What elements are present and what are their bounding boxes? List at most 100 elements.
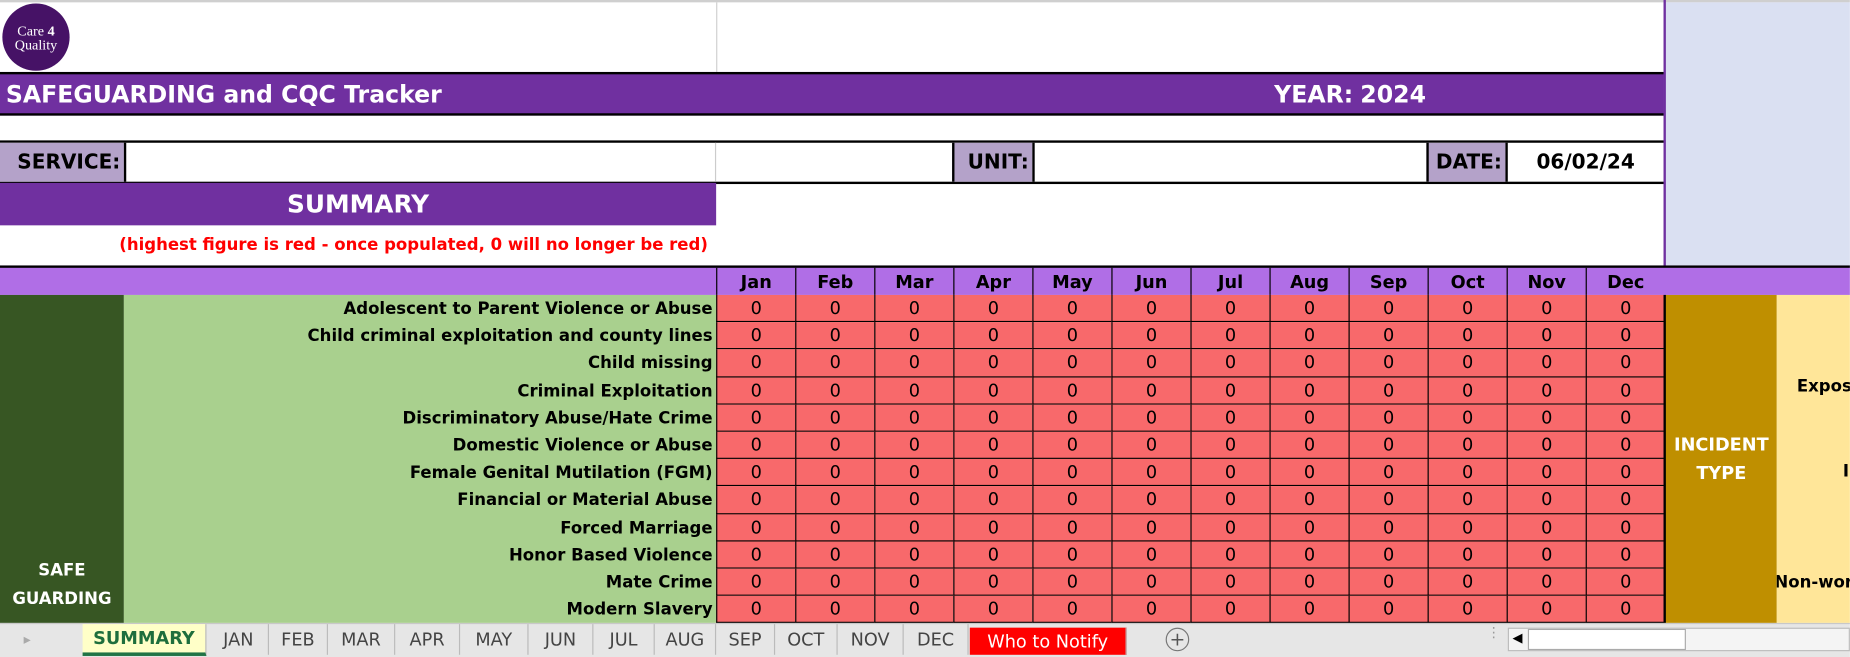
value-cell[interactable]: 0 (1190, 431, 1270, 460)
value-cell[interactable]: 0 (795, 377, 875, 405)
value-cell[interactable]: 0 (1190, 596, 1270, 624)
value-cell[interactable]: 0 (795, 404, 875, 432)
value-cell[interactable]: 0 (1348, 596, 1428, 624)
value-cell[interactable]: 0 (1190, 541, 1270, 569)
sheet-tab-apr[interactable]: APR (395, 624, 461, 655)
sheet-tab-summary[interactable]: SUMMARY (82, 624, 207, 656)
value-cell[interactable]: 0 (795, 431, 875, 460)
sheet-tab-jul[interactable]: JUL (593, 624, 655, 655)
value-cell[interactable]: 0 (874, 404, 954, 432)
value-cell[interactable]: 0 (1190, 377, 1270, 405)
value-cell[interactable]: 0 (1111, 294, 1191, 323)
value-cell[interactable]: 0 (1269, 596, 1349, 624)
value-cell[interactable]: 0 (795, 459, 875, 487)
value-cell[interactable]: 0 (874, 294, 954, 323)
value-cell[interactable]: 0 (953, 541, 1033, 569)
value-cell[interactable]: 0 (1506, 596, 1586, 624)
value-cell[interactable]: 0 (1348, 377, 1428, 405)
value-cell[interactable]: 0 (1348, 294, 1428, 323)
value-cell[interactable]: 0 (874, 322, 954, 350)
value-cell[interactable]: 0 (1427, 486, 1507, 514)
value-cell[interactable]: 0 (953, 596, 1033, 624)
value-cell[interactable]: 0 (716, 459, 796, 487)
value-cell[interactable]: 0 (874, 459, 954, 487)
value-cell[interactable]: 0 (953, 294, 1033, 323)
scrollbar-thumb[interactable] (1527, 628, 1686, 651)
value-cell[interactable]: 0 (716, 541, 796, 569)
value-cell[interactable]: 0 (1506, 404, 1586, 432)
date-input[interactable]: 06/02/24 (1505, 142, 1663, 182)
value-cell[interactable]: 0 (1269, 404, 1349, 432)
value-cell[interactable]: 0 (874, 486, 954, 514)
sheet-tab-sep[interactable]: SEP (716, 624, 776, 655)
value-cell[interactable]: 0 (1506, 322, 1586, 350)
value-cell[interactable]: 0 (1585, 431, 1665, 460)
sheet-tab-may[interactable]: MAY (460, 624, 529, 655)
value-cell[interactable]: 0 (874, 568, 954, 597)
value-cell[interactable]: 0 (716, 431, 796, 460)
value-cell[interactable]: 0 (716, 568, 796, 597)
value-cell[interactable]: 0 (953, 486, 1033, 514)
value-cell[interactable]: 0 (1506, 431, 1586, 460)
value-cell[interactable]: 0 (1427, 349, 1507, 378)
value-cell[interactable]: 0 (1190, 568, 1270, 597)
value-cell[interactable]: 0 (795, 486, 875, 514)
value-cell[interactable]: 0 (874, 377, 954, 405)
value-cell[interactable]: 0 (953, 322, 1033, 350)
value-cell[interactable]: 0 (1269, 322, 1349, 350)
value-cell[interactable]: 0 (795, 349, 875, 378)
value-cell[interactable]: 0 (1111, 568, 1191, 597)
tab-splitter-icon[interactable]: ⋮ (1486, 624, 1501, 641)
value-cell[interactable]: 0 (1348, 322, 1428, 350)
value-cell[interactable]: 0 (1585, 486, 1665, 514)
value-cell[interactable]: 0 (1348, 431, 1428, 460)
value-cell[interactable]: 0 (1348, 568, 1428, 597)
value-cell[interactable]: 0 (1427, 294, 1507, 323)
value-cell[interactable]: 0 (953, 377, 1033, 405)
value-cell[interactable]: 0 (1032, 568, 1112, 597)
value-cell[interactable]: 0 (1427, 596, 1507, 624)
value-cell[interactable]: 0 (1427, 568, 1507, 597)
value-cell[interactable]: 0 (1111, 377, 1191, 405)
value-cell[interactable]: 0 (1032, 596, 1112, 624)
sheet-tab-nov[interactable]: NOV (838, 624, 904, 655)
value-cell[interactable]: 0 (1269, 568, 1349, 597)
value-cell[interactable]: 0 (874, 596, 954, 624)
value-cell[interactable]: 0 (1585, 596, 1665, 624)
sheet-tab-oct[interactable]: OCT (775, 624, 838, 655)
value-cell[interactable]: 0 (1506, 349, 1586, 378)
sheet-tab-who-to-notify[interactable]: Who to Notify (969, 627, 1127, 655)
value-cell[interactable]: 0 (1427, 513, 1507, 542)
value-cell[interactable]: 0 (1190, 322, 1270, 350)
value-cell[interactable]: 0 (1506, 513, 1586, 542)
value-cell[interactable]: 0 (1348, 541, 1428, 569)
value-cell[interactable]: 0 (795, 294, 875, 323)
value-cell[interactable]: 0 (1190, 404, 1270, 432)
value-cell[interactable]: 0 (1506, 377, 1586, 405)
sheet-tab-jan[interactable]: JAN (209, 624, 269, 655)
value-cell[interactable]: 0 (1585, 568, 1665, 597)
scroll-left-icon[interactable]: ◀ (1512, 630, 1523, 646)
value-cell[interactable]: 0 (1190, 294, 1270, 323)
value-cell[interactable]: 0 (1506, 541, 1586, 569)
value-cell[interactable]: 0 (953, 459, 1033, 487)
value-cell[interactable]: 0 (1269, 431, 1349, 460)
value-cell[interactable]: 0 (874, 541, 954, 569)
value-cell[interactable]: 0 (1585, 322, 1665, 350)
value-cell[interactable]: 0 (874, 431, 954, 460)
value-cell[interactable]: 0 (1427, 459, 1507, 487)
value-cell[interactable]: 0 (1348, 349, 1428, 378)
value-cell[interactable]: 0 (1506, 568, 1586, 597)
value-cell[interactable]: 0 (1427, 541, 1507, 569)
scroll-tabs-left-icon[interactable]: ▸ (23, 631, 31, 648)
sheet-tab-dec[interactable]: DEC (904, 624, 969, 655)
value-cell[interactable]: 0 (1348, 486, 1428, 514)
value-cell[interactable]: 0 (1111, 431, 1191, 460)
value-cell[interactable]: 0 (716, 513, 796, 542)
value-cell[interactable]: 0 (1032, 294, 1112, 323)
value-cell[interactable]: 0 (1269, 349, 1349, 378)
value-cell[interactable]: 0 (1348, 459, 1428, 487)
value-cell[interactable]: 0 (716, 294, 796, 323)
value-cell[interactable]: 0 (1506, 486, 1586, 514)
value-cell[interactable]: 0 (1032, 377, 1112, 405)
